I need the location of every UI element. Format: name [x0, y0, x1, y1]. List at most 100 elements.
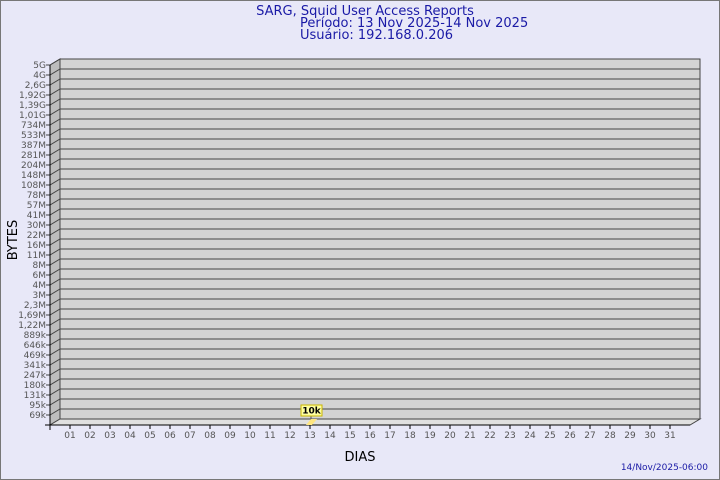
y-tick-label: 11M [27, 251, 46, 261]
y-tick-label: 180k [24, 381, 47, 391]
chart-user: Usuário: 192.168.0.206 [300, 28, 453, 43]
gridline [46, 378, 700, 386]
x-tick-label: 15 [344, 431, 355, 441]
floor [48, 418, 702, 426]
gridline [46, 368, 700, 376]
y-tick-label: 4M [33, 281, 47, 291]
bar-data-label: 10k [302, 407, 322, 417]
y-tick-label: 148M [21, 171, 46, 181]
y-tick-label: 6M [33, 271, 47, 281]
gridline [46, 188, 700, 196]
x-tick-label: 06 [164, 431, 176, 441]
y-tick-label: 469k [24, 351, 47, 361]
gridline [46, 278, 700, 286]
bar-day-13 [306, 419, 317, 425]
y-tick-label: 1,92G [19, 91, 46, 101]
gridline [46, 258, 700, 266]
gridline [46, 148, 700, 156]
gridline [46, 238, 700, 246]
gridline [46, 158, 700, 166]
gridline [46, 338, 700, 346]
gridline [46, 78, 700, 86]
y-tick-label: 78M [27, 191, 46, 201]
y-tick-label: 69k [29, 411, 46, 421]
x-tick-label: 13 [304, 431, 315, 441]
gridline [46, 228, 700, 236]
y-tick-label: 5G [33, 61, 46, 71]
y-tick-label: 281M [21, 151, 46, 161]
gridline [46, 248, 700, 256]
gridline [46, 98, 700, 106]
x-tick-label: 11 [264, 431, 275, 441]
x-tick-label: 27 [584, 431, 595, 441]
y-tick-label: 95k [29, 401, 46, 411]
x-tick-label: 26 [564, 431, 576, 441]
y-tick-label: 131k [24, 391, 47, 401]
x-tick-label: 05 [144, 431, 155, 441]
x-tick-label: 22 [484, 431, 495, 441]
gridline [46, 128, 700, 136]
gridline [46, 138, 700, 146]
x-tick-label: 29 [624, 431, 636, 441]
y-tick-label: 30M [27, 221, 46, 231]
gridline [46, 198, 700, 206]
gridline [46, 208, 700, 216]
x-tick-label: 01 [64, 431, 75, 441]
x-tick-label: 03 [104, 431, 115, 441]
gridline [46, 58, 700, 66]
gridline [46, 68, 700, 76]
x-tick-label: 23 [504, 431, 515, 441]
x-tick-label: 07 [184, 431, 195, 441]
gridline [46, 398, 700, 406]
footer-timestamp: 14/Nov/2025-06:00 [621, 463, 708, 473]
y-tick-label: 1,69M [18, 311, 46, 321]
y-tick-label: 889k [24, 331, 47, 341]
x-tick-label: 25 [544, 431, 555, 441]
x-axis-label: DIAS [345, 450, 376, 465]
y-tick-label: 2,6G [25, 81, 46, 91]
gridline [46, 408, 700, 416]
gridline [46, 218, 700, 226]
gridline [46, 328, 700, 336]
y-tick-label: 22M [27, 231, 46, 241]
y-tick-label: 16M [27, 241, 46, 251]
x-tick-label: 08 [204, 431, 216, 441]
gridline [46, 308, 700, 316]
y-tick-label: 8M [33, 261, 47, 271]
x-tick-label: 24 [524, 431, 536, 441]
x-tick-label: 10 [244, 431, 256, 441]
gridline [46, 268, 700, 276]
y-axis-label: BYTES [6, 220, 21, 261]
x-tick-label: 04 [124, 431, 136, 441]
gridline [46, 388, 700, 396]
y-tick-label: 57M [27, 201, 46, 211]
y-tick-label: 734M [21, 121, 46, 131]
x-tick-label: 20 [444, 431, 456, 441]
gridline [46, 298, 700, 306]
x-tick-label: 02 [84, 431, 95, 441]
chart-period: Período: 13 Nov 2025-14 Nov 2025 [300, 16, 528, 31]
y-tick-label: 3M [33, 291, 47, 301]
x-tick-label: 17 [384, 431, 395, 441]
y-tick-label: 646k [24, 341, 47, 351]
y-tick-label: 1,01G [19, 111, 46, 121]
x-tick-label: 09 [224, 431, 236, 441]
x-tick-label: 12 [284, 431, 295, 441]
chart-title: SARG, Squid User Access Reports [256, 4, 474, 19]
y-tick-label: 533M [21, 131, 46, 141]
x-tick-label: 21 [464, 431, 475, 441]
y-tick-label: 204M [21, 161, 46, 171]
x-tick-label: 18 [404, 431, 416, 441]
y-tick-label: 247k [24, 371, 47, 381]
gridline [46, 358, 700, 366]
y-tick-label: 1,39G [19, 101, 46, 111]
gridline [46, 348, 700, 356]
x-tick-label: 28 [604, 431, 616, 441]
gridline [46, 108, 700, 116]
y-tick-label: 1,22M [18, 321, 46, 331]
gridline [46, 168, 700, 176]
x-tick-label: 16 [364, 431, 376, 441]
y-tick-label: 341k [24, 361, 47, 371]
y-tick-label: 387M [21, 141, 46, 151]
